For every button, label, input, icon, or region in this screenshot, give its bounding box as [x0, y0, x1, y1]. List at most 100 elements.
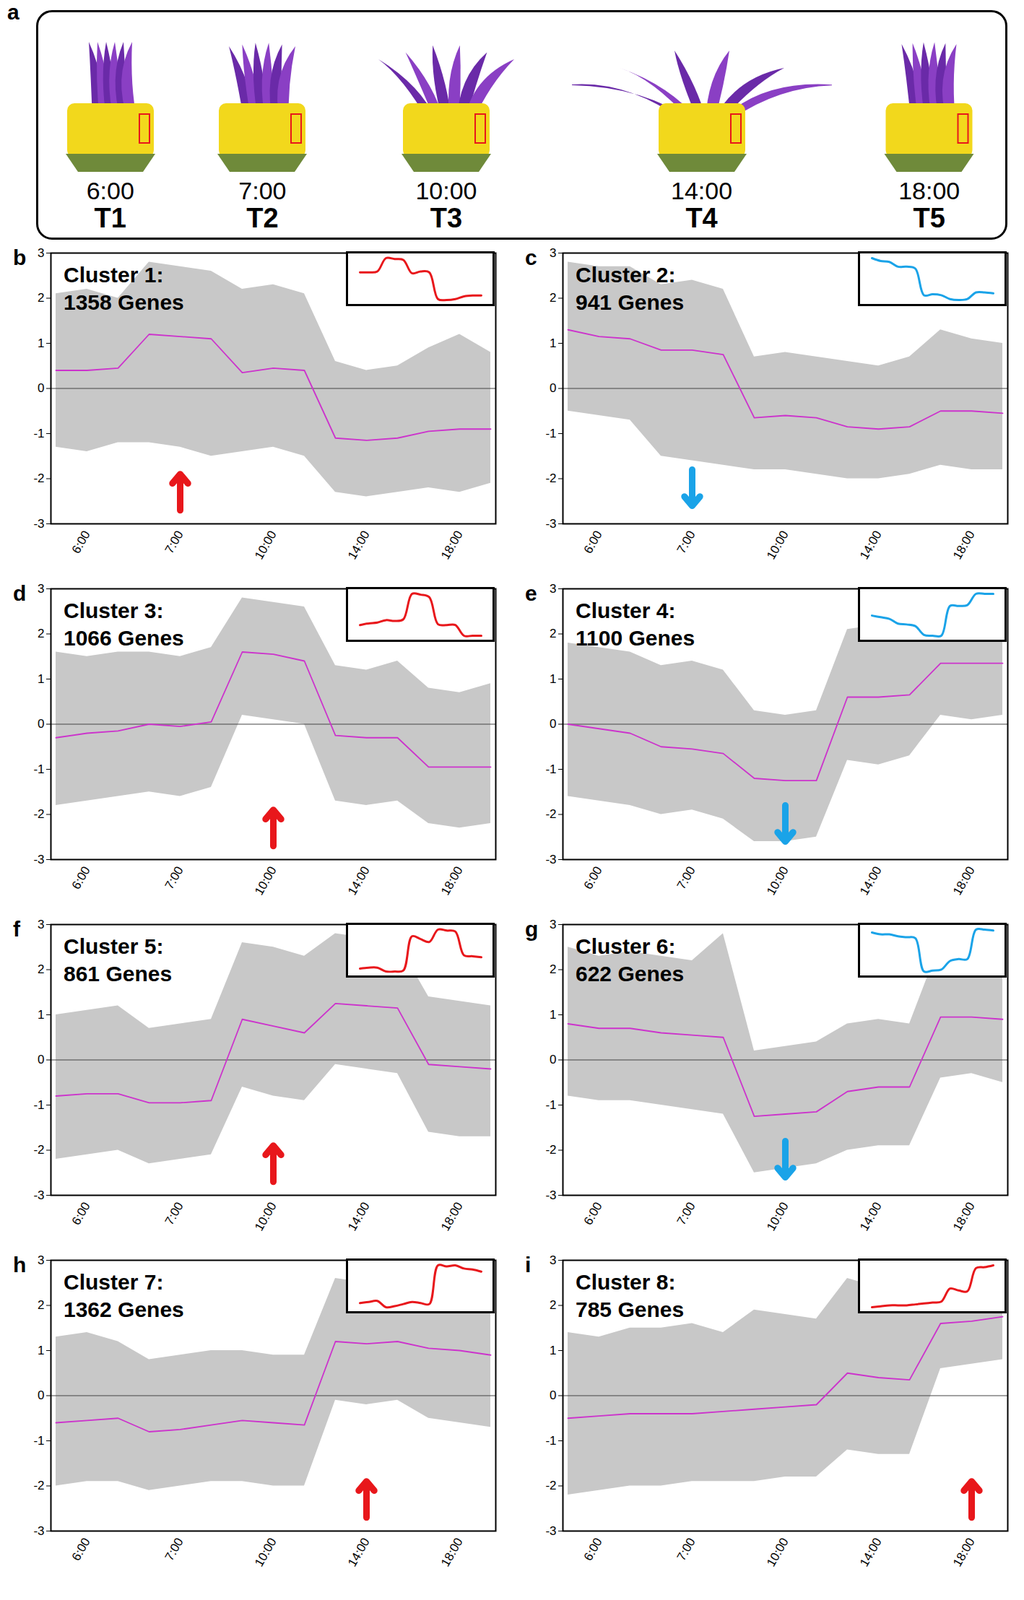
- svg-text:-1: -1: [545, 426, 557, 441]
- svg-text:14:00: 14:00: [857, 1200, 885, 1234]
- svg-text:-3: -3: [545, 1524, 557, 1539]
- svg-text:0: 0: [37, 1388, 45, 1403]
- svg-text:7:00: 7:00: [162, 1536, 187, 1564]
- svg-text:0: 0: [549, 1388, 557, 1403]
- svg-text:2: 2: [549, 1298, 557, 1313]
- svg-text:-2: -2: [33, 1143, 45, 1157]
- svg-text:-1: -1: [33, 1098, 45, 1113]
- svg-text:10:00: 10:00: [252, 864, 280, 898]
- svg-text:6:00: 6:00: [581, 528, 606, 557]
- svg-text:14:00: 14:00: [857, 528, 885, 562]
- svg-text:1: 1: [37, 1008, 45, 1022]
- svg-text:3: 3: [549, 246, 557, 260]
- svg-text:2: 2: [37, 291, 45, 305]
- svg-text:-1: -1: [33, 762, 45, 777]
- svg-text:18:00: 18:00: [438, 1536, 466, 1570]
- svg-text:7:00: 7:00: [162, 1200, 187, 1228]
- svg-text:1: 1: [549, 336, 557, 351]
- svg-text:0: 0: [37, 1052, 45, 1067]
- svg-text:-2: -2: [33, 807, 45, 822]
- svg-text:-1: -1: [545, 1434, 557, 1448]
- svg-text:-2: -2: [33, 1478, 45, 1493]
- svg-text:2: 2: [37, 626, 45, 641]
- svg-text:0: 0: [549, 1052, 557, 1067]
- svg-text:-1: -1: [545, 1098, 557, 1113]
- svg-text:0: 0: [37, 381, 45, 396]
- svg-text:-1: -1: [33, 1434, 45, 1448]
- svg-text:-3: -3: [545, 517, 557, 531]
- svg-text:3: 3: [549, 917, 557, 932]
- svg-text:-2: -2: [545, 1143, 557, 1157]
- svg-text:1: 1: [37, 336, 45, 351]
- svg-text:-2: -2: [33, 471, 45, 486]
- svg-text:6:00: 6:00: [69, 1200, 94, 1228]
- svg-text:7:00: 7:00: [162, 528, 187, 557]
- svg-text:7:00: 7:00: [674, 864, 699, 892]
- svg-text:2: 2: [549, 291, 557, 305]
- svg-text:10:00: 10:00: [252, 528, 280, 562]
- svg-text:2: 2: [37, 962, 45, 977]
- svg-text:2: 2: [549, 962, 557, 977]
- svg-text:7:00: 7:00: [674, 1536, 699, 1564]
- svg-text:10:00: 10:00: [252, 1536, 280, 1570]
- svg-text:18:00: 18:00: [438, 528, 466, 562]
- svg-text:6:00: 6:00: [69, 1536, 94, 1564]
- svg-text:-2: -2: [545, 471, 557, 486]
- svg-text:10:00: 10:00: [764, 1200, 792, 1234]
- html-text:T4: T4: [685, 202, 718, 234]
- svg-text:14:00: 14:00: [857, 864, 885, 898]
- svg-text:-3: -3: [33, 517, 45, 531]
- svg-text:18:00: 18:00: [950, 864, 978, 898]
- svg-text:-3: -3: [33, 852, 45, 867]
- svg-text:14:00: 14:00: [857, 1536, 885, 1570]
- svg-text:7:00: 7:00: [674, 1200, 699, 1228]
- svg-text:18:00: 18:00: [950, 528, 978, 562]
- svg-text:7:00: 7:00: [674, 528, 699, 557]
- svg-text:3: 3: [37, 246, 45, 260]
- svg-text:14:00: 14:00: [345, 528, 373, 562]
- svg-text:2: 2: [549, 626, 557, 641]
- svg-text:14:00: 14:00: [345, 1200, 373, 1234]
- svg-text:6:00: 6:00: [69, 528, 94, 557]
- svg-text:6:00: 6:00: [581, 864, 606, 892]
- svg-text:18:00: 18:00: [438, 864, 466, 898]
- svg-text:0: 0: [549, 717, 557, 731]
- svg-text:6:00: 6:00: [581, 1536, 606, 1564]
- svg-text:10:00: 10:00: [764, 864, 792, 898]
- svg-text:1: 1: [549, 1343, 557, 1358]
- svg-text:6:00: 6:00: [69, 864, 94, 892]
- svg-text:18:00: 18:00: [950, 1536, 978, 1570]
- html-text:T2: T2: [246, 202, 279, 234]
- svg-text:-3: -3: [545, 1188, 557, 1203]
- svg-text:14:00: 14:00: [345, 1536, 373, 1570]
- svg-text:3: 3: [37, 917, 45, 932]
- svg-text:-3: -3: [545, 852, 557, 867]
- svg-text:7:00: 7:00: [162, 864, 187, 892]
- svg-text:-2: -2: [545, 807, 557, 822]
- svg-text:3: 3: [37, 582, 45, 596]
- svg-text:3: 3: [549, 582, 557, 596]
- svg-text:1: 1: [37, 1343, 45, 1358]
- svg-text:18:00: 18:00: [950, 1200, 978, 1234]
- svg-text:18:00: 18:00: [438, 1200, 466, 1234]
- svg-text:-1: -1: [33, 426, 45, 441]
- svg-text:10:00: 10:00: [764, 1536, 792, 1570]
- svg-text:1: 1: [37, 672, 45, 687]
- svg-text:-3: -3: [33, 1524, 45, 1539]
- svg-text:1: 1: [549, 1008, 557, 1022]
- svg-text:10:00: 10:00: [252, 1200, 280, 1234]
- svg-text:-1: -1: [545, 762, 557, 777]
- html-text:T1: T1: [94, 202, 127, 234]
- html-text:T3: T3: [430, 202, 463, 234]
- svg-text:-3: -3: [33, 1188, 45, 1203]
- svg-text:14:00: 14:00: [345, 864, 373, 898]
- svg-text:-2: -2: [545, 1478, 557, 1493]
- svg-text:6:00: 6:00: [581, 1200, 606, 1228]
- svg-text:0: 0: [549, 381, 557, 396]
- svg-text:1: 1: [549, 672, 557, 687]
- svg-text:3: 3: [549, 1253, 557, 1268]
- svg-text:10:00: 10:00: [764, 528, 792, 562]
- svg-text:0: 0: [37, 717, 45, 731]
- svg-text:3: 3: [37, 1253, 45, 1268]
- svg-text:2: 2: [37, 1298, 45, 1313]
